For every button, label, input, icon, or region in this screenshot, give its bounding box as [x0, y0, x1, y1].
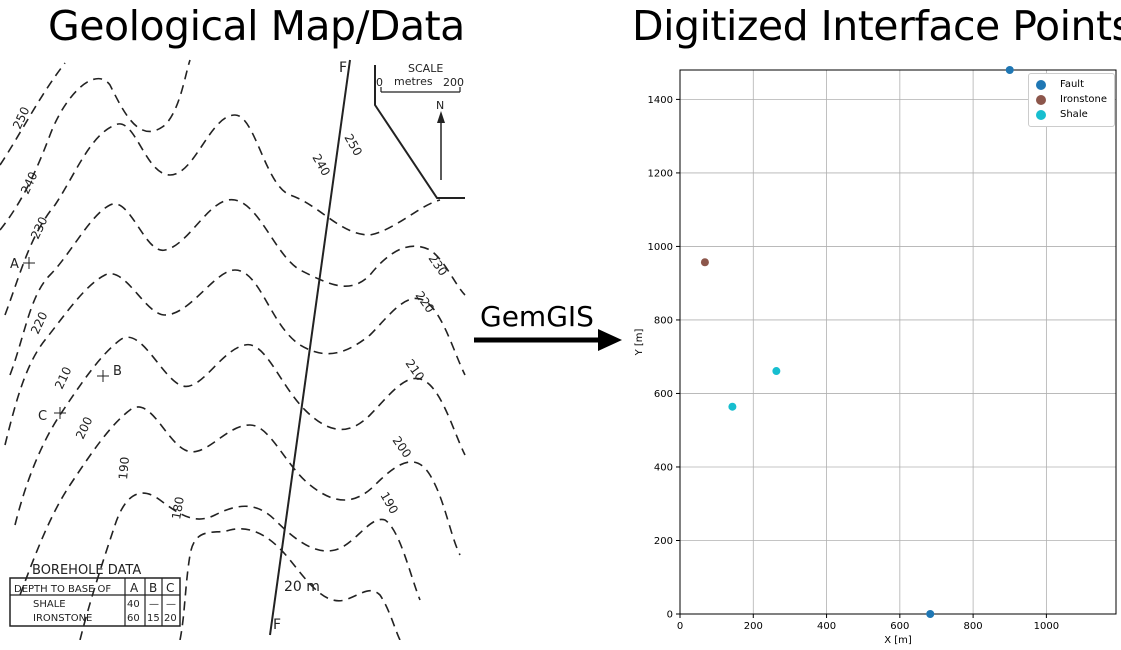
borehole-marker-a: [23, 257, 35, 269]
table-cell: —: [149, 599, 159, 610]
contour-line: [79, 492, 421, 640]
contour-label: 190: [377, 490, 401, 517]
borehole-label-a: A: [10, 257, 19, 272]
left-panel-title: Geological Map/Data: [48, 2, 465, 50]
fault-line: [269, 59, 351, 636]
scale-max: 200: [443, 76, 464, 89]
data-point-fault: [926, 610, 935, 618]
table-row-ironstone: IRONSTONE: [33, 613, 92, 624]
y-tick-label: 1000: [648, 242, 673, 253]
borehole-marker-c: [54, 407, 66, 419]
table-header-label: DEPTH TO BASE OF: [14, 584, 111, 595]
legend-label: Fault: [1060, 79, 1084, 90]
map-text: F F SCALE metres 0 200 N 250 240 230 220…: [10, 60, 464, 633]
x-tick-label: 800: [964, 621, 983, 632]
x-tick-label: 200: [744, 621, 763, 632]
y-tick-label: 1400: [648, 95, 673, 106]
boundary-line: [374, 65, 465, 199]
scale-title: SCALE: [408, 62, 443, 75]
contour-line: [0, 62, 66, 166]
borehole-table-title: BOREHOLE DATA: [32, 563, 141, 578]
borehole-label-c: C: [38, 409, 47, 424]
scatter-chart: 0 200 400 600 800 1000 0 200 400 600 800 1000 1200 14…: [634, 66, 1117, 646]
x-axis-label: X [m]: [884, 635, 912, 646]
borehole-marker-b: [97, 370, 109, 382]
fault-throw-label: 20 m: [284, 579, 320, 595]
scale-unit: metres: [394, 75, 433, 88]
x-tick-label: 600: [890, 621, 909, 632]
table-header-b: B: [149, 581, 157, 595]
ticks: 0 200 400 600 800 1000 0 200 400 600 800 1000 1200 14…: [648, 95, 1060, 632]
contour-label: 240: [309, 152, 333, 179]
table-row-shale: SHALE: [33, 599, 66, 610]
table-cell: 60: [127, 613, 140, 624]
scale-min: 0: [376, 76, 383, 89]
contour-label: 190: [116, 456, 132, 480]
contour-label: 220: [28, 310, 50, 337]
data-point-fault: [1005, 66, 1014, 74]
process-arrow: GemGIS: [470, 300, 630, 360]
arrow-label: GemGIS: [480, 300, 594, 333]
data-points: [700, 66, 1014, 618]
borehole-markers: [23, 257, 109, 419]
table-header-c: C: [166, 581, 174, 595]
y-tick-label: 1200: [648, 168, 673, 179]
y-tick-label: 200: [654, 536, 673, 547]
contour-line: [19, 406, 461, 596]
grid: [679, 70, 1116, 615]
contour-label: 250: [10, 105, 32, 132]
north-arrow: [437, 111, 445, 180]
contour-label: 200: [73, 415, 95, 442]
contour-line: [14, 336, 466, 526]
contour-label: 210: [52, 365, 74, 392]
contour-label: 240: [18, 170, 40, 197]
y-axis-label: Y [m]: [634, 328, 645, 356]
chart-legend: Fault Ironstone Shale: [1028, 73, 1115, 127]
legend-label: Ironstone: [1060, 94, 1108, 105]
contour-line: [4, 114, 441, 316]
legend-marker: [1036, 110, 1046, 120]
arrow-icon: [474, 329, 622, 351]
data-point-shale: [728, 402, 737, 411]
scale-bar: [380, 87, 461, 93]
contour-label: 220: [413, 289, 438, 316]
legend-marker: [1036, 80, 1046, 90]
y-tick-label: 600: [654, 389, 673, 400]
y-tick-label: 400: [654, 462, 673, 473]
contour-line: [179, 528, 401, 640]
contour-label: 250: [341, 132, 365, 159]
x-tick-label: 0: [677, 621, 683, 632]
contour-label: 180: [169, 496, 187, 521]
contour-label: 210: [403, 357, 428, 384]
right-panel-title: Digitized Interface Points: [632, 2, 1121, 50]
table-cell: 40: [127, 599, 140, 610]
table-cell: 20: [164, 613, 177, 624]
contour-line: [0, 59, 191, 231]
table-cell: 15: [147, 613, 160, 624]
legend-marker: [1036, 95, 1046, 105]
contour-lines: [0, 59, 466, 640]
plot-frame: [679, 69, 1117, 615]
data-point-shale: [772, 367, 781, 376]
data-point-ironstone: [700, 258, 709, 267]
contour-label: 230: [28, 215, 50, 242]
table-header-a: A: [130, 581, 139, 595]
fault-label-top: F: [339, 60, 347, 76]
x-tick-label: 1000: [1034, 621, 1059, 632]
legend-label: Shale: [1060, 109, 1088, 120]
north-label: N: [436, 99, 444, 112]
contour-line: [9, 199, 466, 376]
contour-label: 230: [426, 252, 451, 279]
table-cell: —: [166, 599, 176, 610]
contour-label: 200: [390, 434, 415, 461]
geological-map: F F SCALE metres 0 200 N 250 240 230 220…: [0, 59, 466, 640]
fault-label-bottom: F: [273, 617, 281, 633]
y-tick-label: 0: [667, 610, 673, 621]
y-tick-label: 800: [654, 315, 673, 326]
borehole-label-b: B: [113, 364, 122, 379]
borehole-table: BOREHOLE DATA DEPTH TO BASE OF A B C SHA…: [9, 563, 181, 627]
x-tick-label: 400: [817, 621, 836, 632]
contour-line: [4, 269, 466, 446]
